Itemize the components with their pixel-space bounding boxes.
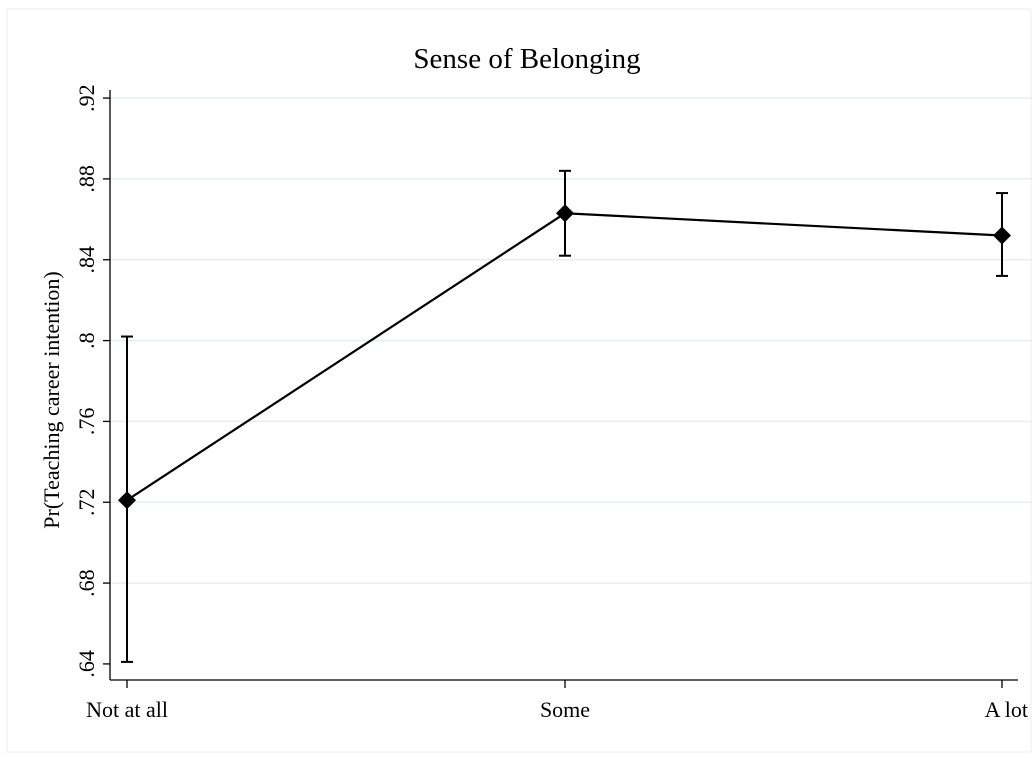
data-point-diamond bbox=[993, 226, 1011, 245]
series bbox=[118, 169, 1011, 663]
plot-frame bbox=[6, 8, 1032, 753]
x-tick-label: Some bbox=[540, 697, 590, 722]
y-axis-label: Pr(Teaching career intention) bbox=[39, 271, 64, 528]
data-point-diamond bbox=[118, 491, 136, 510]
y-tick-label: .88 bbox=[74, 165, 99, 193]
x-tick-label: A lot bbox=[985, 697, 1028, 722]
axes: .64 .68 .72 .76 .8 .84 .88 .92 Not at all Some A l… bbox=[74, 84, 1028, 722]
data-point-diamond bbox=[556, 204, 574, 223]
x-tick-label: Not at all bbox=[86, 697, 168, 722]
y-tick-label: .76 bbox=[74, 408, 99, 436]
y-tick-label: .72 bbox=[74, 489, 99, 517]
chart-title: Sense of Belonging bbox=[413, 43, 640, 75]
y-tick-label: .92 bbox=[74, 84, 99, 112]
y-tick-label: .68 bbox=[74, 569, 99, 597]
gridlines bbox=[111, 97, 1032, 584]
y-tick-label: .84 bbox=[74, 246, 99, 274]
y-tick-label: .64 bbox=[74, 650, 99, 678]
y-tick-label: .8 bbox=[74, 332, 99, 349]
